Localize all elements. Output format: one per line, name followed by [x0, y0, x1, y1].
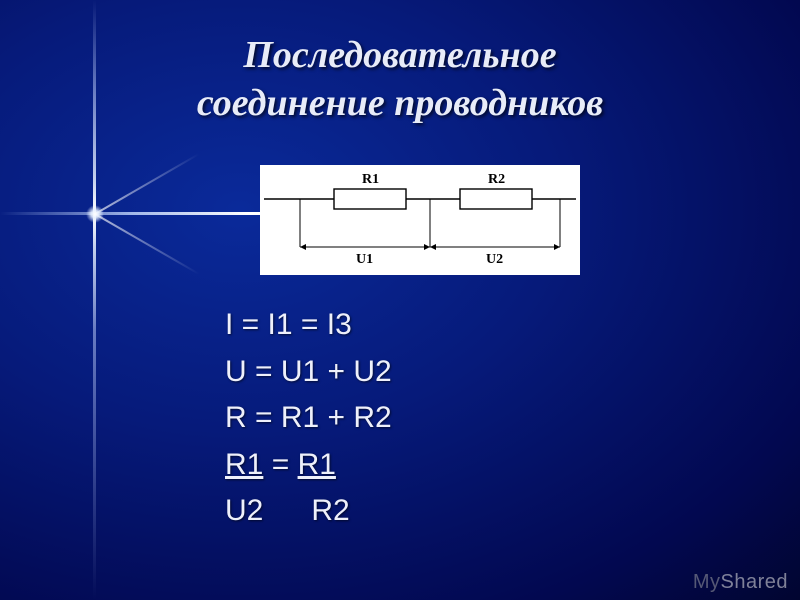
formula-block: I = I1 = I3U = U1 + U2R = R1 + R2R1 = R1… [225, 302, 392, 535]
svg-text:R2: R2 [488, 172, 505, 187]
flare-diagonal [95, 213, 200, 275]
circuit-diagram: R1 R2 U1 U2 [260, 165, 580, 275]
circuit-svg: R1 R2 U1 U2 [260, 165, 580, 275]
svg-text:U2: U2 [486, 252, 503, 267]
title-line-2: соединение проводников [0, 80, 800, 128]
watermark-prefix: My [693, 571, 721, 593]
formula-line: R1 = R1 [225, 442, 392, 489]
watermark-suffix: Shared [721, 571, 789, 593]
flare-core [86, 205, 104, 223]
watermark: MyShared [693, 571, 788, 594]
slide-title: Последовательное соединение проводников [0, 32, 800, 127]
formula-line: I = I1 = I3 [225, 302, 392, 349]
formula-line: U2R2 [225, 488, 392, 535]
formula-line: U = U1 + U2 [225, 349, 392, 396]
formula-line: R = R1 + R2 [225, 395, 392, 442]
flare-diagonal [95, 153, 200, 215]
title-line-1: Последовательное [0, 32, 800, 80]
svg-text:U1: U1 [356, 252, 373, 267]
svg-text:R1: R1 [362, 172, 379, 187]
